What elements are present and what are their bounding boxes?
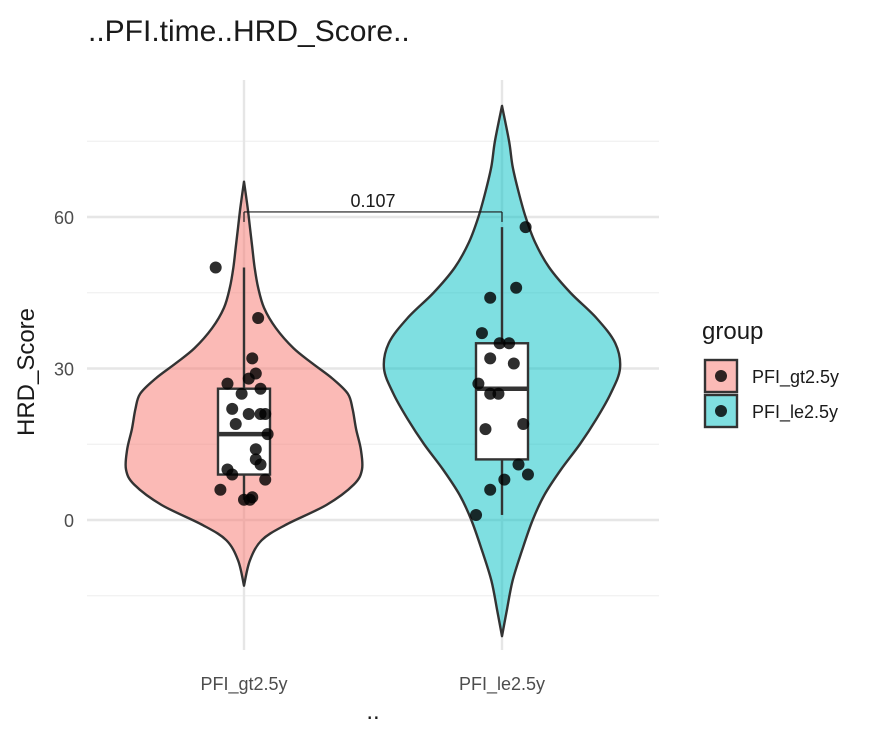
x-tick-label: PFI_gt2.5y — [200, 674, 287, 695]
y-tick-label: 30 — [54, 360, 74, 380]
data-point — [519, 221, 532, 234]
data-point — [510, 281, 523, 294]
data-point — [484, 483, 497, 496]
data-point — [242, 407, 255, 420]
violins — [124, 104, 622, 638]
data-point — [229, 418, 242, 431]
data-point — [226, 402, 239, 415]
data-point — [479, 423, 492, 436]
data-point — [246, 352, 259, 365]
data-point — [507, 357, 520, 370]
x-axis-ticks: PFI_gt2.5y PFI_le2.5y — [200, 674, 545, 695]
data-point — [249, 367, 262, 380]
p-value-label: 0.107 — [350, 191, 395, 211]
legend-key-point — [715, 405, 727, 417]
data-point — [249, 443, 262, 456]
data-points — [209, 221, 534, 521]
legend: group PFI_gt2.5y PFI_le2.5y — [702, 318, 839, 429]
y-axis-ticks: 0 30 60 — [54, 208, 74, 531]
comparison-bracket: 0.107 — [243, 191, 503, 222]
data-point — [470, 508, 483, 521]
x-axis-title: .. — [366, 698, 379, 725]
data-point — [472, 377, 485, 390]
data-point — [221, 463, 234, 476]
boxplots — [216, 227, 530, 515]
data-point — [259, 473, 272, 486]
y-axis-title: HRD_Score — [13, 308, 40, 436]
y-tick-label: 60 — [54, 208, 74, 228]
data-point — [254, 382, 267, 395]
legend-label: PFI_le2.5y — [752, 402, 838, 423]
data-point — [254, 458, 267, 471]
data-point — [484, 352, 497, 365]
data-point — [517, 418, 530, 431]
y-tick-label: 0 — [64, 511, 74, 531]
data-point — [484, 387, 497, 400]
data-point — [484, 291, 497, 304]
data-point — [246, 491, 259, 504]
data-point — [252, 312, 265, 324]
data-point — [209, 261, 222, 274]
data-point — [214, 483, 227, 496]
data-point — [475, 327, 488, 340]
chart-title: ..PFI.time..HRD_Score.. — [88, 15, 410, 48]
legend-title: group — [702, 318, 763, 345]
data-point — [235, 387, 248, 400]
data-point — [521, 468, 534, 481]
data-point — [492, 387, 505, 400]
data-point — [221, 377, 234, 390]
data-point — [498, 473, 511, 486]
data-point — [503, 337, 516, 350]
data-point — [261, 428, 274, 441]
x-tick-label: PFI_le2.5y — [459, 674, 545, 695]
data-point — [512, 458, 525, 471]
box-PFI_le2.5y — [474, 342, 530, 461]
data-point — [493, 337, 506, 350]
legend-label: PFI_gt2.5y — [752, 367, 839, 388]
data-point — [259, 407, 272, 420]
legend-key-point — [715, 370, 727, 382]
